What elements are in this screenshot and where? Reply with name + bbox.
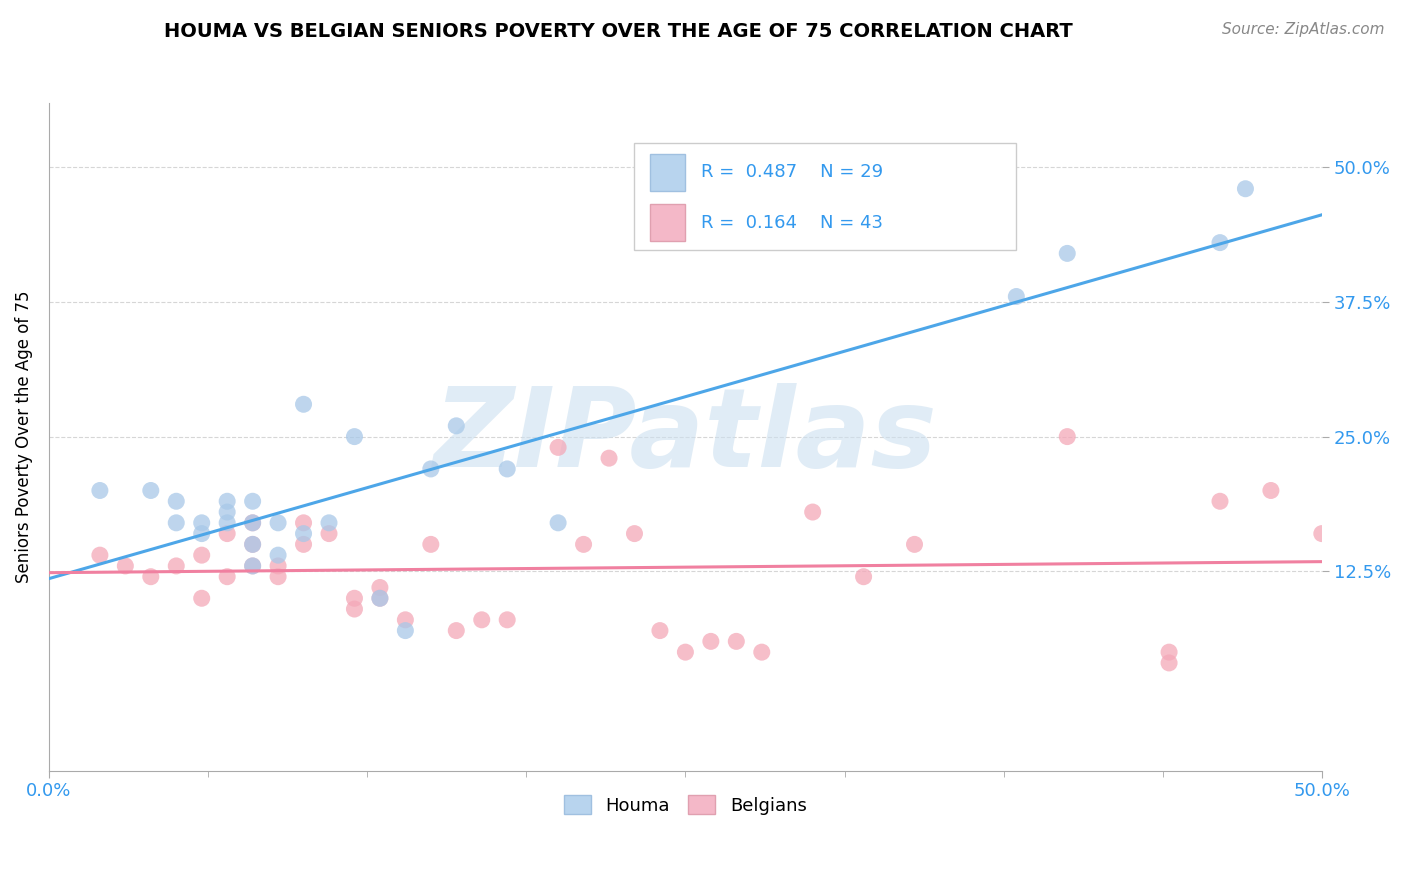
FancyBboxPatch shape <box>634 143 1017 250</box>
Point <box>165 516 187 530</box>
Point <box>903 537 925 551</box>
Point <box>139 483 162 498</box>
Point <box>598 451 620 466</box>
Point <box>267 548 290 562</box>
Point <box>496 462 519 476</box>
Text: HOUMA VS BELGIAN SENIORS POVERTY OVER THE AGE OF 75 CORRELATION CHART: HOUMA VS BELGIAN SENIORS POVERTY OVER TH… <box>165 22 1073 41</box>
Point <box>242 537 264 551</box>
Point <box>700 634 723 648</box>
Point <box>292 537 315 551</box>
Text: R =  0.164    N = 43: R = 0.164 N = 43 <box>700 213 883 232</box>
Point <box>1157 656 1180 670</box>
FancyBboxPatch shape <box>650 154 685 191</box>
Point <box>165 494 187 508</box>
Point <box>801 505 824 519</box>
Point <box>267 516 290 530</box>
Point <box>572 537 595 551</box>
Point <box>343 602 366 616</box>
Y-axis label: Seniors Poverty Over the Age of 75: Seniors Poverty Over the Age of 75 <box>15 291 32 582</box>
Point <box>1056 246 1078 260</box>
Point <box>368 591 391 606</box>
Point <box>292 397 315 411</box>
Point <box>547 516 569 530</box>
Text: R =  0.487    N = 29: R = 0.487 N = 29 <box>700 163 883 181</box>
Legend: Houma, Belgians: Houma, Belgians <box>557 788 814 822</box>
Point <box>343 591 366 606</box>
Point <box>852 570 875 584</box>
Point <box>1005 289 1028 303</box>
Point <box>725 634 748 648</box>
Point <box>446 418 468 433</box>
Point <box>217 505 239 519</box>
Point <box>751 645 773 659</box>
Point <box>1056 429 1078 443</box>
Point <box>1234 182 1257 196</box>
Point <box>190 591 212 606</box>
Point <box>190 548 212 562</box>
Point <box>368 581 391 595</box>
Point <box>267 570 290 584</box>
Point <box>242 516 264 530</box>
Point <box>139 570 162 584</box>
Point <box>242 558 264 573</box>
Point <box>242 494 264 508</box>
Point <box>673 645 696 659</box>
Text: Source: ZipAtlas.com: Source: ZipAtlas.com <box>1222 22 1385 37</box>
Point <box>1310 526 1333 541</box>
Point <box>394 624 416 638</box>
Point <box>318 526 340 541</box>
Point <box>217 526 239 541</box>
Point <box>419 462 441 476</box>
FancyBboxPatch shape <box>650 204 685 241</box>
Point <box>190 516 212 530</box>
Point <box>165 558 187 573</box>
Point <box>318 516 340 530</box>
Point <box>89 483 111 498</box>
Point <box>1157 645 1180 659</box>
Point <box>190 526 212 541</box>
Point <box>496 613 519 627</box>
Point <box>623 526 645 541</box>
Point <box>242 558 264 573</box>
Point <box>217 570 239 584</box>
Point <box>242 516 264 530</box>
Point <box>394 613 416 627</box>
Point <box>446 624 468 638</box>
Point <box>242 537 264 551</box>
Text: ZIPatlas: ZIPatlas <box>433 383 938 490</box>
Point <box>217 494 239 508</box>
Point <box>114 558 136 573</box>
Point <box>1260 483 1282 498</box>
Point <box>1209 494 1232 508</box>
Point <box>471 613 494 627</box>
Point <box>368 591 391 606</box>
Point <box>267 558 290 573</box>
Point <box>292 516 315 530</box>
Point <box>292 526 315 541</box>
Point <box>648 624 671 638</box>
Point <box>419 537 441 551</box>
Point <box>89 548 111 562</box>
Point <box>343 429 366 443</box>
Point <box>1209 235 1232 250</box>
Point <box>547 441 569 455</box>
Point <box>217 516 239 530</box>
